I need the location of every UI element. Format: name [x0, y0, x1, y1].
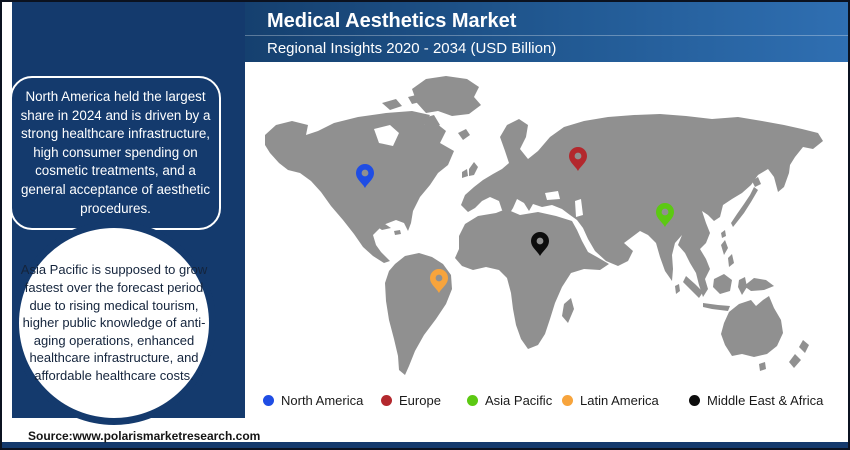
- pin-latin-america-icon: [430, 269, 448, 293]
- legend-dot-middle-east-africa-icon: [689, 394, 700, 406]
- legend-dot-latin-america-icon: [562, 394, 573, 406]
- legend-item-north-america: North America: [263, 392, 363, 408]
- australia: [721, 296, 783, 371]
- legend-item-europe: Europe: [381, 392, 441, 408]
- source-text: Source:www.polarismarketresearch.com: [28, 429, 261, 443]
- legend-item-asia-pacific: Asia Pacific: [467, 392, 552, 408]
- legend-label: Asia Pacific: [485, 392, 553, 408]
- indonesia: [683, 274, 747, 311]
- legend-item-middle-east-africa: Middle East & Africa: [689, 392, 823, 408]
- sri-lanka: [675, 284, 680, 294]
- insight-circle-text: Asia Pacific is supposed to grow fastest…: [20, 262, 208, 383]
- legend-item-latin-america: Latin America: [562, 392, 659, 408]
- continent-north-america: [265, 111, 454, 263]
- continent-eurasia: [461, 114, 823, 297]
- greenland: [412, 76, 481, 116]
- header: Medical Aesthetics Market Regional Insig…: [245, 2, 848, 62]
- map-pins: [356, 147, 674, 293]
- legend-label: Europe: [399, 392, 441, 408]
- pin-north-america-icon: [356, 164, 374, 188]
- arctic-islands: [382, 94, 440, 130]
- page-subtitle: Regional Insights 2020 - 2034 (USD Billi…: [267, 40, 557, 57]
- continent-africa: [455, 209, 609, 349]
- new-zealand: [789, 340, 809, 368]
- legend-dot-europe-icon: [381, 394, 392, 406]
- british-isles: [462, 162, 478, 178]
- insight-box-north-america: North America held the largest share in …: [10, 76, 221, 231]
- pin-middle-east-africa-icon: [531, 232, 549, 256]
- legend-label: Middle East & Africa: [707, 392, 824, 408]
- header-divider: [245, 35, 848, 36]
- bottom-bar-divider: [2, 442, 848, 448]
- madagascar: [562, 298, 574, 323]
- world-map: [262, 73, 823, 386]
- legend-label: North America: [281, 392, 364, 408]
- pin-europe-icon: [569, 147, 587, 171]
- page-title: Medical Aesthetics Market: [267, 10, 517, 32]
- caribbean-islands: [376, 224, 401, 235]
- legend-dot-north-america-icon: [263, 394, 274, 406]
- philippines: [721, 230, 734, 267]
- new-guinea: [744, 278, 774, 291]
- world-map-land: [265, 76, 823, 375]
- iceland: [458, 129, 470, 140]
- japan: [731, 177, 761, 227]
- pin-asia-pacific-icon: [656, 203, 674, 227]
- legend-label: Latin America: [580, 392, 659, 408]
- legend-dot-asia-pacific-icon: [467, 394, 478, 406]
- insight-circle-asia-pacific: Asia Pacific is supposed to grow fastest…: [19, 228, 209, 418]
